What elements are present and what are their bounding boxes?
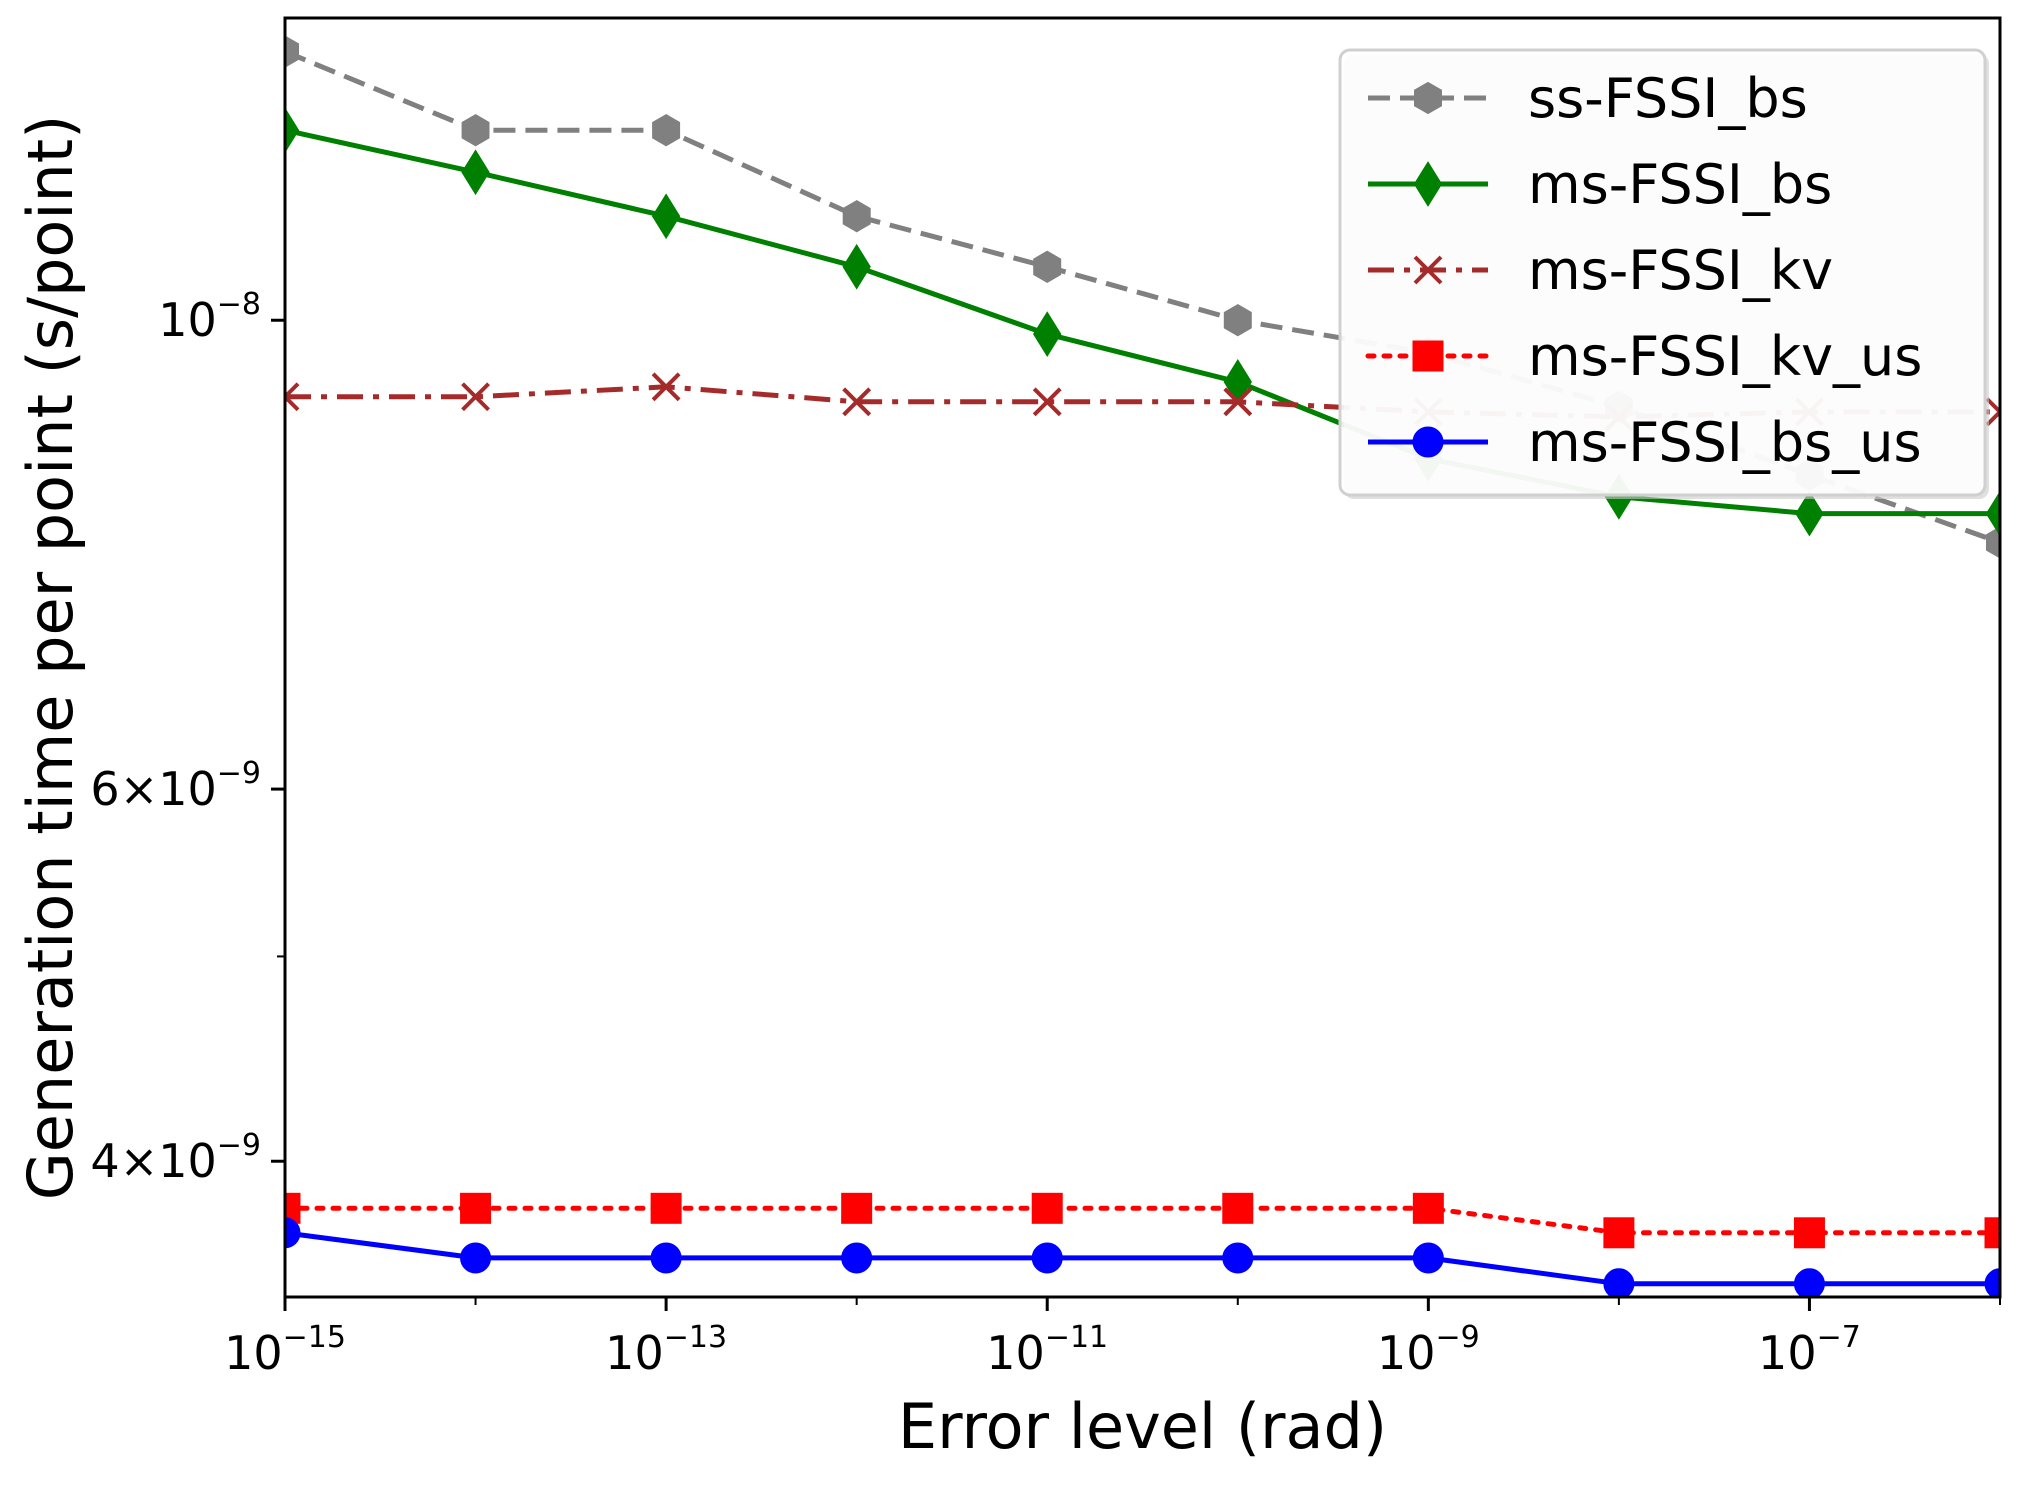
data-point: [285, 1217, 301, 1249]
data-point: [1986, 526, 2000, 559]
series-ms-FSSI_kv_us: [285, 1192, 2000, 1249]
data-point: [1793, 1268, 1825, 1297]
legend-label: ss-FSSI_bs: [1528, 67, 1808, 130]
legend-item: ms-FSSI_bs_us: [1368, 411, 1922, 474]
legend-label: ms-FSSI_bs: [1528, 153, 1832, 216]
data-point: [285, 35, 299, 68]
data-point: [1033, 250, 1062, 283]
data-point: [460, 1242, 492, 1274]
legend-marker: [1412, 340, 1444, 372]
legend-box: [1338, 48, 1987, 497]
data-point: [461, 149, 490, 196]
y-tick-label: 10−8: [158, 287, 261, 347]
data-point: [1984, 1268, 2000, 1297]
y-axis: 10−8 6×10−9 4×10−9: [90, 287, 285, 1188]
data-point: [1032, 387, 1062, 417]
legend-item: ms-FSSI_kv: [1368, 239, 1833, 302]
axes-frame: [283, 16, 2002, 1299]
data-point: [1793, 1217, 1825, 1249]
y-tick-label: 6×10−9: [90, 756, 261, 816]
data-point: [651, 372, 681, 402]
data-point: [1031, 1192, 1063, 1224]
data-point: [842, 243, 871, 290]
data-point: [841, 1192, 873, 1224]
data-point: [651, 193, 681, 240]
data-point: [1222, 1192, 1254, 1224]
series-ms-FSSI_bs_us: [285, 1217, 2000, 1297]
legend-marker: [1413, 161, 1443, 207]
legend-marker: [1412, 426, 1444, 458]
x-tick-label: 10−9: [1377, 1320, 1480, 1380]
data-point: [1223, 304, 1252, 337]
data-point: [1031, 1242, 1063, 1274]
data-point: [650, 1192, 682, 1224]
data-point: [1795, 490, 1824, 537]
data-point: [285, 382, 300, 412]
series-line: [285, 1230, 2000, 1287]
legend-label: ms-FSSI_kv: [1528, 239, 1833, 302]
data-point: [460, 1192, 492, 1224]
legend-item: ss-FSSI_bs: [1368, 67, 1808, 130]
data-point: [652, 114, 681, 147]
data-point: [1603, 1268, 1635, 1297]
data-point: [461, 382, 490, 412]
legend-item: ms-FSSI_bs: [1368, 153, 1832, 216]
data-point: [1223, 387, 1253, 417]
legend-marker: [1414, 81, 1442, 115]
data-point: [1603, 1217, 1635, 1249]
data-point: [1412, 1242, 1444, 1274]
x-tick-label: 10−15: [224, 1320, 346, 1380]
x-tick-label: 10−13: [605, 1320, 727, 1380]
data-point: [285, 107, 300, 154]
x-tick-label: 10−7: [1758, 1320, 1861, 1380]
data-point: [1222, 1242, 1254, 1274]
x-axis-title: Error level (rad): [898, 1390, 1387, 1463]
data-point: [1985, 490, 2000, 537]
data-point: [842, 200, 871, 233]
y-axis-title: Generation time per point (s/point): [14, 115, 87, 1201]
legend-label: ms-FSSI_kv_us: [1528, 325, 1922, 388]
data-point: [841, 1242, 873, 1274]
legend-item: ms-FSSI_kv_us: [1365, 325, 1922, 388]
data-point: [1412, 1192, 1444, 1224]
x-tick-label: 10−11: [986, 1320, 1108, 1380]
data-point: [1985, 397, 2000, 427]
x-axis: 10−15 10−13 10−11 10−9 10−7: [224, 1297, 2001, 1380]
series-line: [285, 127, 2000, 517]
legend-label: ms-FSSI_bs_us: [1528, 411, 1922, 474]
data-point: [650, 1242, 682, 1274]
legend: ss-FSSI_bs ms-FSSI_bs ms-FSSI_kv ms-FSSI_kv…: [1338, 48, 1989, 499]
series-line: [285, 1205, 2000, 1236]
data-point: [285, 1192, 301, 1224]
data-point: [1984, 1217, 2000, 1249]
y-tick-label: 4×10−9: [90, 1128, 261, 1188]
series-line: [285, 384, 2000, 420]
legend-marker: [1413, 255, 1443, 285]
data-point: [1033, 311, 1062, 358]
data-point: [461, 114, 490, 147]
data-point: [842, 387, 872, 417]
